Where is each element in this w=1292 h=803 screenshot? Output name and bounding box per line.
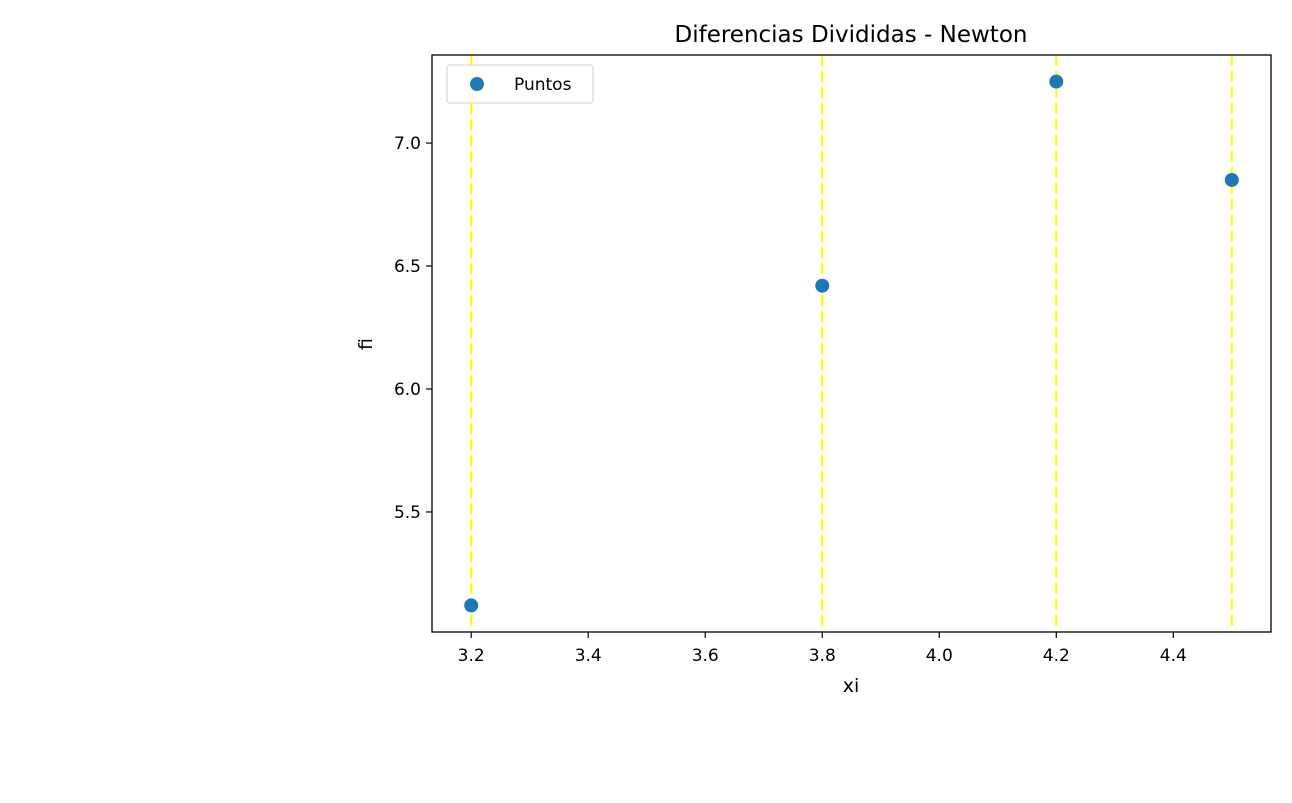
x-tick-label: 4.4	[1160, 646, 1187, 666]
chart-title: Diferencias Divididas - Newton	[675, 22, 1028, 48]
data-point	[1049, 74, 1064, 89]
legend-marker-icon	[470, 77, 484, 91]
x-tick-label: 3.8	[809, 646, 836, 666]
data-point	[815, 278, 830, 293]
legend: Puntos	[446, 64, 594, 104]
x-tick-label: 4.2	[1043, 646, 1070, 666]
axes-frame	[431, 54, 1272, 633]
x-tick-label: 3.4	[575, 646, 602, 666]
y-axis-label: fi	[355, 338, 377, 350]
x-tick-label: 3.2	[458, 646, 485, 666]
x-axis-ticks: 3.2 3.4 3.6 3.8 4.0 4.2 4.4	[458, 632, 1187, 666]
y-tick-label: 7.0	[394, 134, 421, 154]
legend-label: Puntos	[514, 75, 572, 95]
x-axis-label: xi	[843, 675, 860, 697]
y-tick-label: 6.0	[394, 380, 421, 400]
data-point	[1224, 172, 1239, 187]
x-tick-label: 3.6	[692, 646, 719, 666]
data-points	[464, 74, 1239, 613]
data-point	[464, 598, 479, 613]
y-axis-ticks: 5.5 6.0 6.5 7.0	[394, 134, 432, 523]
vertical-dashed-lines	[470, 55, 1233, 632]
y-tick-label: 6.5	[394, 257, 421, 277]
x-tick-label: 4.0	[926, 646, 953, 666]
y-tick-label: 5.5	[394, 503, 421, 523]
